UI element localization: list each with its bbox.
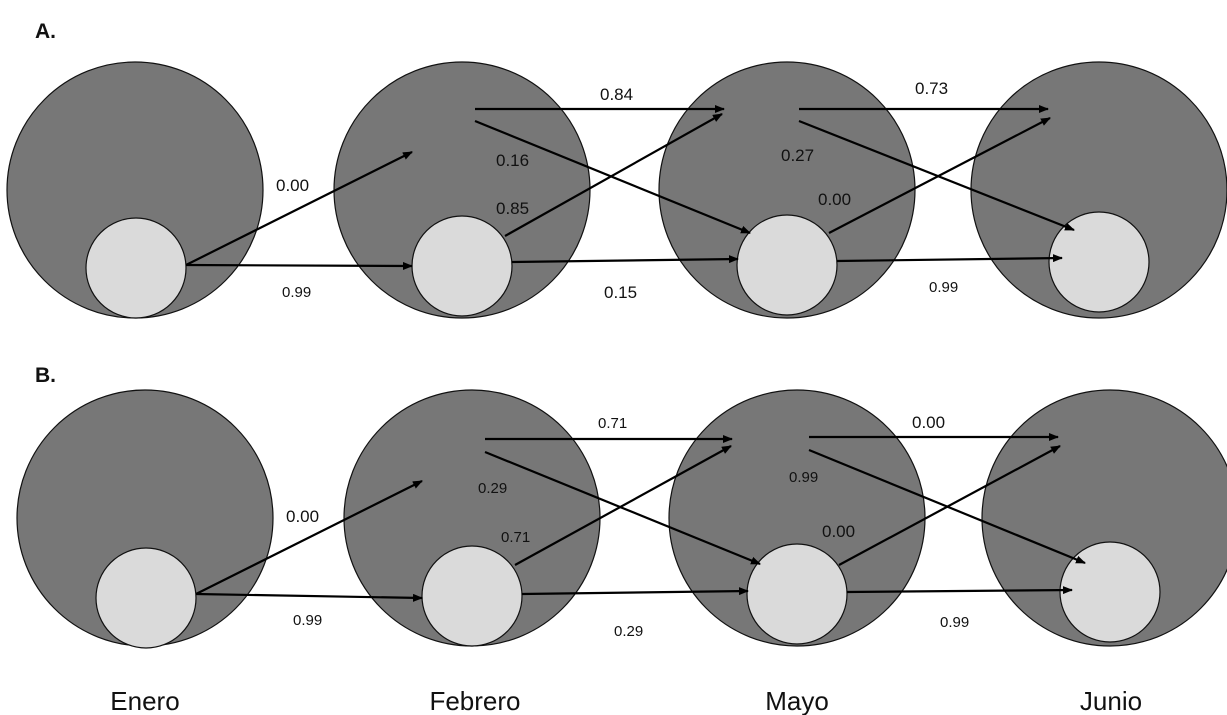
arrow-may-big-to-small (798, 119, 1075, 232)
prob-may-big-to-big: 0.73 (915, 79, 948, 98)
prob-feb-big-to-small: 0.29 (478, 480, 507, 497)
arrow-feb-big-to-small (474, 119, 751, 235)
panel-a-label: A. (35, 20, 56, 43)
prob-feb-small-to-big: 0.71 (501, 529, 530, 546)
panel-b: B. 0.00 0.99 0.71 0.29 0.71 (16, 364, 1227, 649)
mayo-large-circle (658, 61, 916, 319)
month-label-junio: Junio (1080, 686, 1142, 715)
prob-enero-to-big: 0.00 (276, 176, 309, 195)
prob-enero-to-big: 0.00 (286, 507, 319, 526)
mayo-state-a (658, 61, 916, 319)
mayo-state-b (668, 389, 926, 647)
enero-state-a (6, 61, 264, 319)
prob-may-small-to-big: 0.00 (818, 190, 851, 209)
prob-feb-big-to-big: 0.71 (598, 415, 627, 432)
prob-feb-big-to-small: 0.16 (496, 151, 529, 170)
enero-small-circle (95, 547, 197, 649)
enero-state-b (16, 389, 274, 649)
panel-b-label: B. (35, 364, 56, 387)
junio-small-circle (1059, 541, 1161, 643)
prob-enero-to-small: 0.99 (282, 284, 311, 301)
junio-state-a (970, 61, 1227, 319)
junio-small-circle (1048, 211, 1150, 313)
febrero-state-b (343, 389, 601, 647)
febrero-small-circle (411, 215, 513, 317)
arrow-enero-to-small (185, 261, 413, 270)
arrow-may-small-to-big (828, 117, 1051, 234)
arrow-feb-small-to-small (511, 255, 739, 264)
arrow-feb-small-to-big (514, 445, 732, 566)
month-label-febrero: Febrero (429, 686, 520, 715)
prob-may-small-to-small: 0.99 (929, 279, 958, 296)
junio-state-b (981, 389, 1227, 647)
mayo-small-circle (736, 214, 838, 316)
prob-enero-to-small: 0.99 (293, 612, 322, 629)
prob-feb-big-to-big: 0.84 (600, 85, 633, 104)
month-label-enero: Enero (110, 686, 179, 715)
prob-may-small-to-big: 0.00 (822, 522, 855, 541)
panel-a: A. 0.00 0.99 0.84 0. (6, 20, 1227, 319)
prob-may-big-to-big: 0.00 (912, 413, 945, 432)
arrow-enero-to-small (195, 592, 423, 602)
enero-small-circle (85, 217, 187, 319)
arrow-enero-to-big (195, 480, 423, 595)
febrero-state-a (333, 61, 591, 319)
arrow-may-small-to-small (836, 254, 1063, 263)
arrow-may-small-to-big (838, 445, 1061, 566)
prob-may-big-to-small: 0.27 (781, 146, 814, 165)
prob-feb-small-to-big: 0.85 (496, 199, 529, 218)
febrero-small-circle (421, 545, 523, 647)
prob-feb-small-to-small: 0.29 (614, 623, 643, 640)
prob-feb-small-to-small: 0.15 (604, 283, 637, 302)
arrow-enero-to-big (185, 151, 413, 266)
arrow-may-small-to-small (846, 586, 1073, 595)
prob-may-small-to-small: 0.99 (940, 614, 969, 631)
month-label-mayo: Mayo (765, 686, 829, 715)
prob-may-big-to-small: 0.99 (789, 469, 818, 486)
arrow-feb-small-to-big (504, 113, 723, 237)
arrow-feb-big-to-small (484, 450, 761, 566)
arrow-feb-small-to-small (521, 587, 749, 596)
mayo-small-circle (746, 543, 848, 645)
